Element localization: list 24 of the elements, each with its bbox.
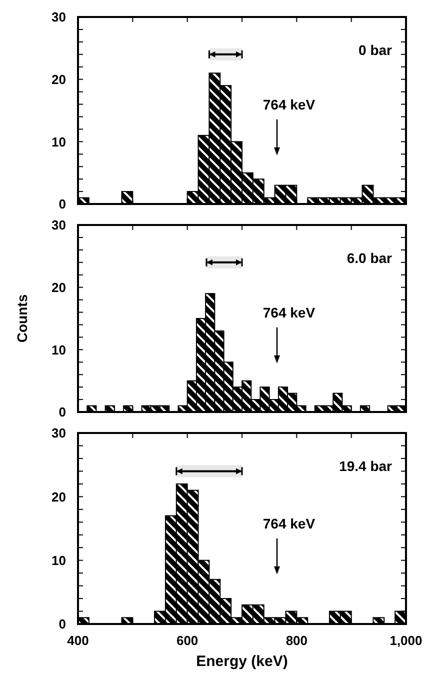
text: 0 bar [358, 42, 393, 58]
y-tick-label: 20 [52, 489, 66, 504]
y-tick-label: 10 [52, 342, 66, 358]
y-tick-label: 0 [58, 404, 66, 420]
y-tick-label: 10 [52, 134, 66, 150]
x-axis-title: Energy (keV) [196, 653, 288, 670]
x-tick-label: 400 [67, 633, 89, 648]
y-axis-title: Counts [14, 294, 30, 343]
text: 19.4 bar [339, 458, 393, 474]
x-tick-label: 600 [176, 633, 198, 648]
y-tick-label: 0 [58, 196, 66, 212]
y-tick-label: 30 [52, 218, 66, 233]
text: 6.0 bar [346, 250, 393, 266]
x-tick-label: 1,000 [390, 633, 422, 648]
y-tick-label: 10 [52, 552, 66, 568]
ref-line-label: 764 keV [262, 304, 316, 320]
y-tick-label: 20 [52, 280, 66, 295]
y-tick-label: 0 [58, 616, 66, 632]
y-tick-label: 30 [52, 426, 66, 441]
ref-line-label: 764 keV [262, 96, 316, 112]
x-tick-label: 800 [286, 633, 308, 648]
y-tick-label: 30 [52, 10, 66, 25]
ref-line-label: 764 keV [262, 515, 316, 532]
y-tick-label: 20 [52, 72, 66, 87]
